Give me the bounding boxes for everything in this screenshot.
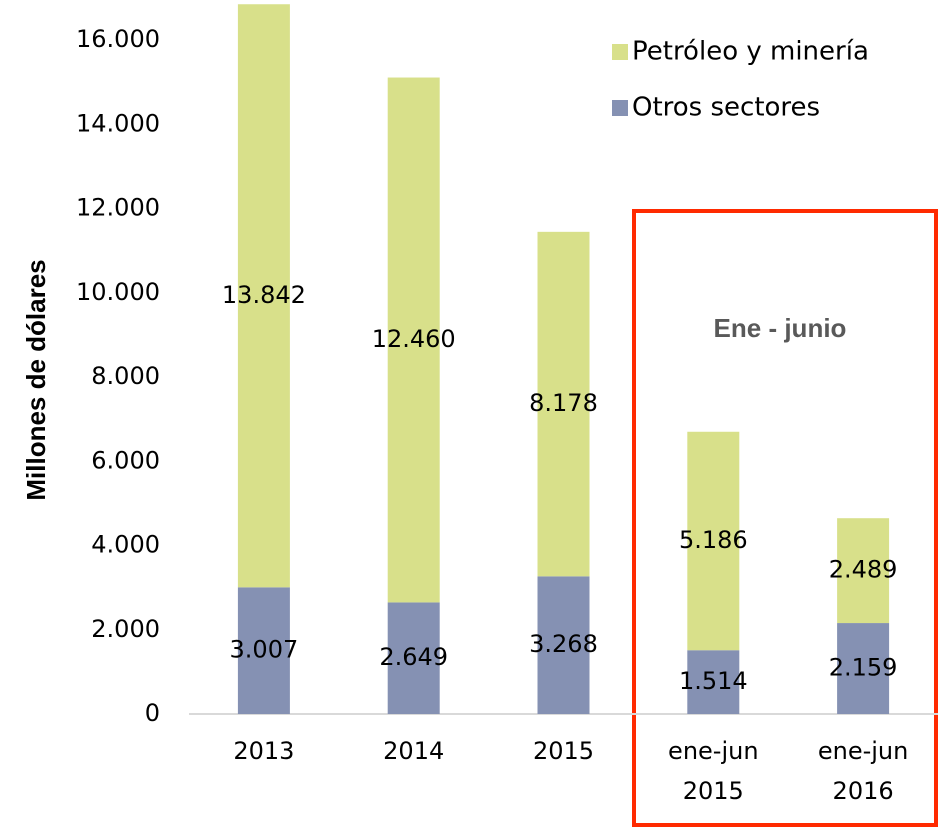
bar-segment bbox=[237, 4, 290, 588]
bar-segment bbox=[387, 602, 440, 714]
legend-label: Otros sectores bbox=[632, 93, 820, 123]
y-tick-label: 6.000 bbox=[91, 446, 160, 474]
x-tick-label: 2013 bbox=[233, 737, 294, 765]
value-label: 1.514 bbox=[679, 667, 748, 695]
y-tick-label: 2.000 bbox=[91, 615, 160, 643]
x-tick-label: 2015 bbox=[533, 737, 594, 765]
legend-swatch bbox=[612, 100, 628, 116]
value-label: 3.268 bbox=[529, 630, 598, 658]
y-tick-label: 14.000 bbox=[76, 109, 160, 137]
x-tick-label: ene-jun 2015 bbox=[668, 737, 759, 805]
y-tick-label: 12.000 bbox=[76, 194, 160, 222]
legend-label: Petróleo y minería bbox=[632, 37, 869, 67]
value-label: 8.178 bbox=[529, 389, 598, 417]
value-label: 2.159 bbox=[829, 654, 898, 682]
highlight-box bbox=[632, 209, 938, 827]
bar-segment bbox=[837, 518, 890, 624]
y-axis-label: Millones de dólares bbox=[21, 259, 51, 500]
value-label: 3.007 bbox=[230, 636, 299, 664]
value-label: 2.649 bbox=[379, 643, 448, 671]
value-label: 5.186 bbox=[679, 526, 748, 554]
value-label: 13.842 bbox=[222, 281, 306, 309]
y-tick-label: 4.000 bbox=[91, 531, 160, 559]
y-tick-label: 0 bbox=[145, 699, 160, 727]
bar-segment bbox=[387, 77, 440, 603]
bar-segment bbox=[237, 587, 290, 714]
bar-segment bbox=[537, 576, 590, 714]
x-tick-label: 2014 bbox=[383, 737, 444, 765]
x-tick-label: ene-jun 2016 bbox=[818, 737, 909, 805]
legend-swatch bbox=[612, 44, 628, 60]
bar-segment bbox=[687, 431, 740, 651]
bar-segment bbox=[687, 650, 740, 714]
bar-segment bbox=[537, 231, 590, 577]
y-tick-label: 10.000 bbox=[76, 278, 160, 306]
value-label: 12.460 bbox=[372, 325, 456, 353]
value-label: 2.489 bbox=[829, 556, 898, 584]
y-tick-label: 16.000 bbox=[76, 25, 160, 53]
y-tick-label: 8.000 bbox=[91, 362, 160, 390]
annotation: Ene - junio bbox=[714, 313, 847, 343]
bar-segment bbox=[837, 623, 890, 714]
